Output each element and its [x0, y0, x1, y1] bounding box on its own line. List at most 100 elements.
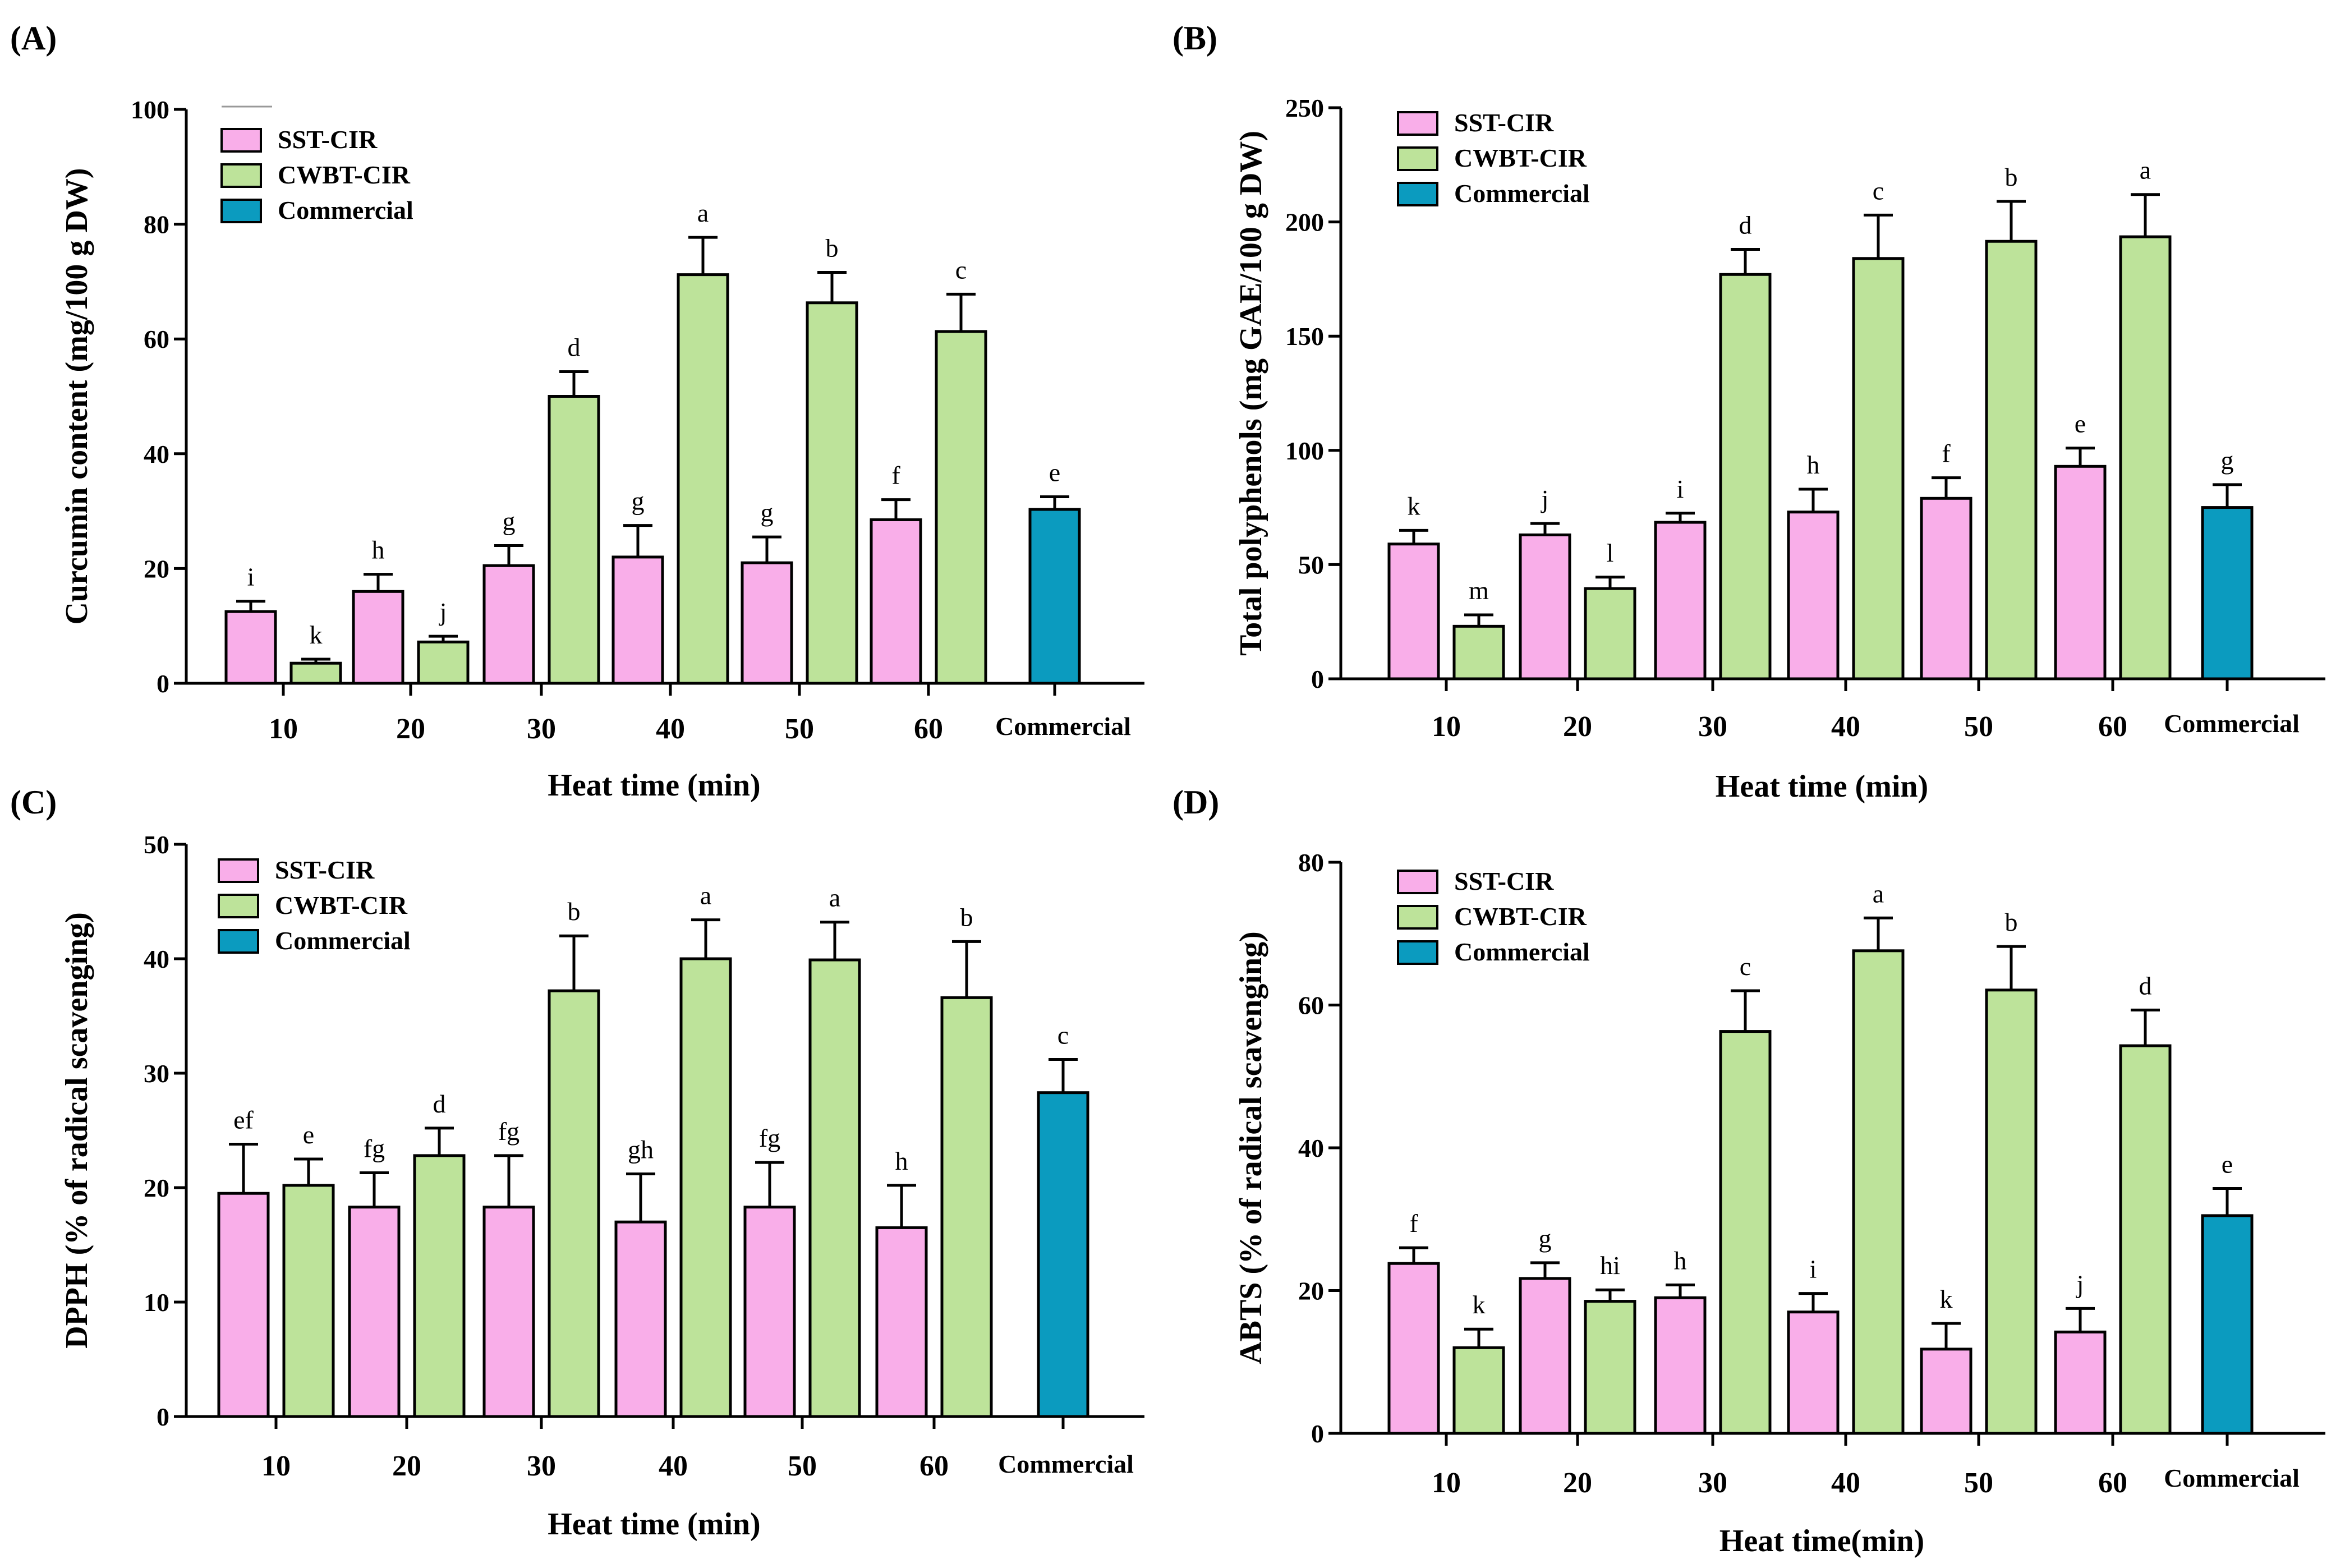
bar [1387, 1262, 1440, 1435]
x-tick-label: 40 [656, 713, 685, 745]
legend-label: SST-CIR [1454, 867, 1554, 895]
bar [1654, 1296, 1707, 1435]
x-tick-label: 10 [269, 713, 298, 745]
y-tick-label: 100 [1285, 436, 1324, 465]
significance-letter: i [1677, 475, 1684, 503]
x-tick-label: 50 [785, 713, 814, 745]
legend-label: Commercial [278, 196, 413, 224]
significance-letter: c [1740, 952, 1751, 981]
bar [1787, 511, 1840, 680]
bar [348, 1206, 401, 1418]
x-tick-label: 50 [1964, 711, 1993, 743]
legend-swatch [1397, 182, 1438, 206]
bar [1028, 508, 1081, 685]
significance-letter: g [2221, 446, 2234, 475]
x-axis-title: Heat time (min) [1716, 769, 1928, 804]
y-tick-label: 80 [1298, 848, 1324, 877]
significance-letter: g [632, 487, 645, 516]
chart-panel-b: (B) 0 50 100 150 200 250 10 20 30 40 50 60 Commercial… [1172, 20, 2325, 804]
bar [1037, 1091, 1089, 1418]
significance-letter: l [1607, 539, 1614, 567]
bar [870, 518, 922, 685]
bar [217, 1192, 270, 1418]
significance-letter: d [568, 333, 581, 362]
bar [548, 395, 600, 685]
x-tick-label: 20 [392, 1450, 421, 1482]
bar [1787, 1311, 1840, 1435]
legend-label: SST-CIR [275, 856, 375, 884]
x-tick-label: 40 [1831, 1467, 1860, 1499]
x-tick-label: 60 [2098, 711, 2127, 743]
x-tick-label: Commercial [995, 712, 1131, 741]
legend-label: Commercial [1454, 937, 1590, 966]
y-tick-label: 20 [144, 554, 169, 583]
significance-letter: g [1539, 1224, 1552, 1253]
significance-letter: e [1049, 458, 1060, 487]
significance-letter: k [1473, 1290, 1486, 1319]
x-tick-label: 60 [919, 1450, 949, 1482]
y-tick-label: 0 [1311, 1419, 1324, 1448]
bar [1519, 1277, 1571, 1435]
bar [935, 330, 987, 685]
bar [2201, 1214, 2254, 1435]
significance-letter: a [697, 199, 709, 227]
x-axis-title: Heat time (min) [548, 1507, 760, 1542]
y-tick-label: 60 [144, 325, 169, 353]
legend-label: CWBT-CIR [1454, 144, 1587, 172]
significance-letter: h [1807, 450, 1820, 479]
significance-letter: gh [628, 1135, 654, 1164]
significance-letter: ef [233, 1105, 254, 1134]
panel-label: (B) [1172, 20, 1217, 57]
x-tick-label: 60 [914, 713, 943, 745]
x-tick-label: 60 [2098, 1467, 2127, 1499]
significance-letter: h [895, 1147, 908, 1175]
x-tick-label: 50 [1964, 1467, 1993, 1499]
legend-label: Commercial [275, 926, 411, 955]
significance-letter: fg [759, 1124, 780, 1152]
x-tick-label: 10 [1432, 1467, 1461, 1499]
significance-letter: b [826, 234, 839, 263]
bar [806, 301, 858, 685]
y-axis-title: Curcumin content (mg/100 g DW) [59, 168, 94, 624]
panel-label: (A) [10, 20, 57, 57]
significance-letter: fg [364, 1134, 385, 1162]
bar [1584, 587, 1636, 680]
chart-panel-a: (A) 0 20 40 60 80 100 10 20 30 40 50 60 Commercial i h g… [10, 20, 1144, 803]
bar [1920, 1348, 1972, 1435]
bar [482, 564, 535, 685]
bar [614, 1220, 667, 1418]
significance-letter: a [829, 884, 840, 912]
bar [224, 610, 277, 685]
bar [352, 590, 404, 685]
bar [1719, 273, 1772, 680]
significance-letter: k [1940, 1285, 1953, 1313]
bar [2201, 506, 2254, 680]
y-tick-label: 200 [1285, 208, 1324, 237]
bar [677, 273, 729, 685]
x-axis-title: Heat time(min) [1719, 1524, 1924, 1558]
y-tick-label: 40 [144, 440, 169, 468]
y-tick-label: 100 [131, 95, 169, 124]
bar [940, 996, 993, 1418]
significance-letter: j [1541, 485, 1549, 513]
bar [1452, 1346, 1505, 1435]
significance-letter: g [503, 507, 516, 535]
y-tick-label: 60 [1298, 991, 1324, 1020]
bar [1985, 988, 2038, 1435]
panel-label: (C) [10, 784, 57, 821]
x-tick-label: Commercial [2164, 709, 2300, 738]
significance-letter: e [2222, 1150, 2233, 1179]
significance-letter: a [2140, 156, 2151, 185]
y-tick-label: 50 [144, 830, 169, 859]
bar [2054, 465, 2107, 680]
y-tick-label: 40 [1298, 1134, 1324, 1162]
legend-label: CWBT-CIR [1454, 902, 1587, 931]
x-tick-label: Commercial [998, 1450, 1134, 1478]
significance-letter: a [1873, 879, 1884, 908]
x-tick-label: 20 [1563, 1467, 1592, 1499]
bar [282, 1184, 335, 1418]
legend-swatch [218, 858, 259, 883]
legend-swatch [1397, 940, 1438, 965]
